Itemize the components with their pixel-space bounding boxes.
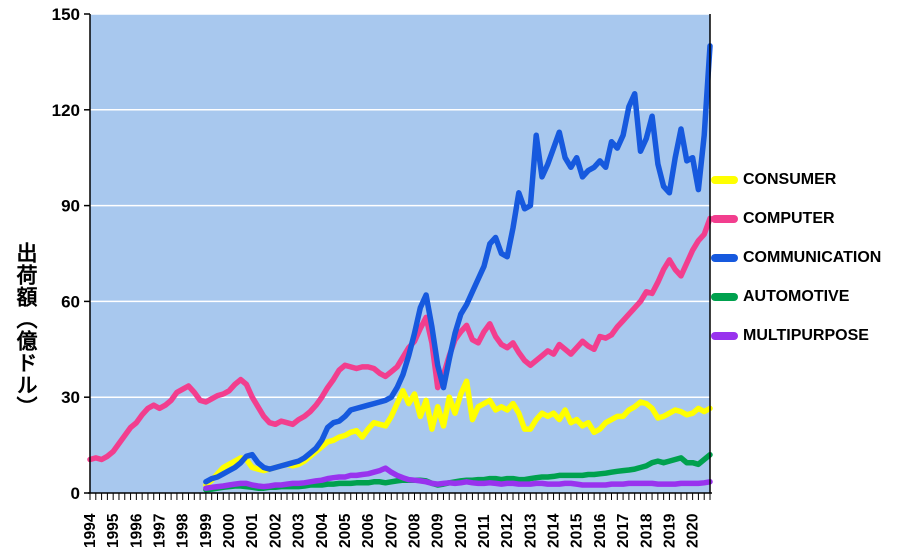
x-year-label-2011: 2011 <box>476 514 493 548</box>
x-year-label-1997: 1997 <box>152 514 169 548</box>
y-axis-title: 出荷額（億ドル） <box>14 242 37 418</box>
plot-background <box>90 14 710 493</box>
x-year-label-1995: 1995 <box>105 513 122 548</box>
x-year-label-2015: 2015 <box>569 513 586 548</box>
y-tick-label-0: 0 <box>71 484 80 503</box>
x-year-label-2004: 2004 <box>314 513 331 548</box>
legend-label: COMPUTER <box>743 209 835 227</box>
legend-label: CONSUMER <box>743 170 837 188</box>
x-year-label-2016: 2016 <box>592 513 609 548</box>
x-year-label-2018: 2018 <box>638 513 655 548</box>
x-year-label-2007: 2007 <box>383 514 400 548</box>
x-year-label-1996: 1996 <box>128 513 145 548</box>
legend-item-communication: COMMUNICATION <box>711 248 881 267</box>
legend-swatch-computer <box>711 214 738 223</box>
x-year-label-1999: 1999 <box>198 513 215 548</box>
x-year-label-2001: 2001 <box>244 513 261 548</box>
legend-label: COMMUNICATION <box>743 248 882 266</box>
legend-item-automotive: AUTOMOTIVE <box>711 287 881 306</box>
y-tick-label-60: 60 <box>61 292 80 311</box>
series-line-computer <box>87 215 713 463</box>
legend-swatch-multipurpose <box>711 331 738 340</box>
legend-swatch-automotive <box>711 292 738 301</box>
legend-item-consumer: CONSUMER <box>711 170 881 189</box>
x-year-label-2003: 2003 <box>291 513 308 548</box>
series-line-communication <box>203 43 713 485</box>
x-year-label-2008: 2008 <box>407 513 424 548</box>
legend-label: MULTIPURPOSE <box>743 326 869 344</box>
legend-item-multipurpose: MULTIPURPOSE <box>711 326 881 345</box>
y-tick-label-90: 90 <box>61 197 80 216</box>
y-tick-label-150: 150 <box>52 5 80 24</box>
x-year-label-1998: 1998 <box>175 513 192 548</box>
x-year-label-2000: 2000 <box>221 514 238 548</box>
legend-item-computer: COMPUTER <box>711 209 881 228</box>
series-line-multipurpose <box>203 465 713 491</box>
x-year-label-1994: 1994 <box>82 513 99 548</box>
legend-swatch-communication <box>711 253 738 262</box>
y-tick-label-30: 30 <box>61 388 80 407</box>
legend-swatch-consumer <box>711 175 738 184</box>
x-year-label-2009: 2009 <box>430 513 447 548</box>
x-year-label-2002: 2002 <box>267 514 284 548</box>
y-tick-label-120: 120 <box>52 101 80 120</box>
x-year-label-2020: 2020 <box>685 514 702 548</box>
x-year-label-2019: 2019 <box>661 513 678 548</box>
x-year-label-2017: 2017 <box>615 514 632 548</box>
x-year-label-2013: 2013 <box>522 513 539 548</box>
legend-label: AUTOMOTIVE <box>743 287 850 305</box>
x-year-label-2006: 2006 <box>360 513 377 548</box>
x-year-label-2014: 2014 <box>546 513 563 548</box>
x-year-label-2010: 2010 <box>453 514 470 548</box>
legend: CONSUMER COMPUTER COMMUNICATION AUTOMOTIVE M… <box>711 170 881 345</box>
x-year-label-2005: 2005 <box>337 513 354 548</box>
x-year-label-2012: 2012 <box>499 514 516 548</box>
